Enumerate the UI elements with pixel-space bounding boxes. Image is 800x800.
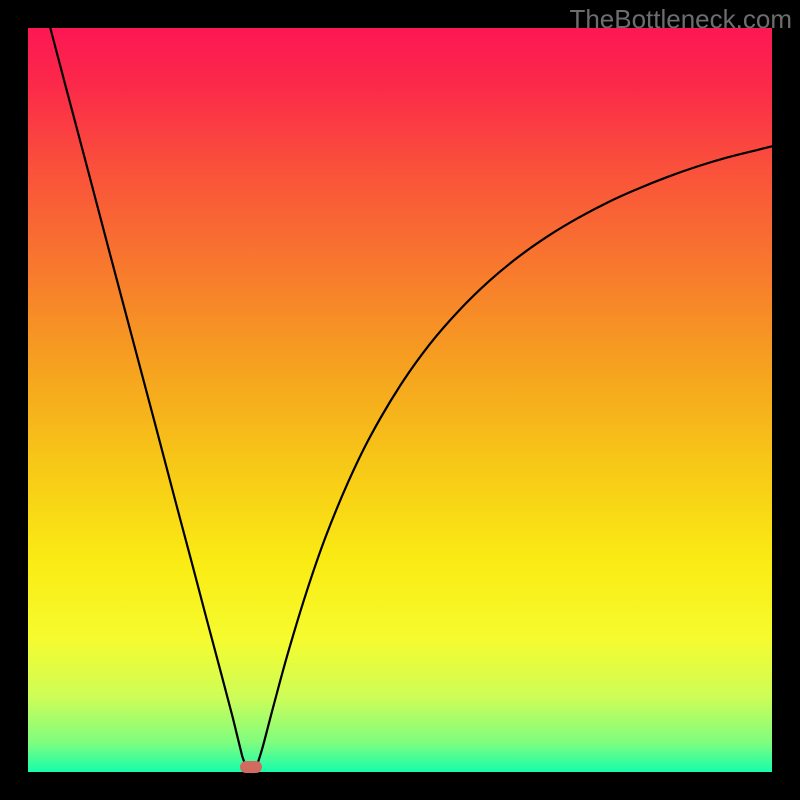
valley-marker [240,761,262,773]
chart-frame: TheBottleneck.com [0,0,800,800]
watermark-text: TheBottleneck.com [569,4,792,35]
plot-area [28,28,772,772]
